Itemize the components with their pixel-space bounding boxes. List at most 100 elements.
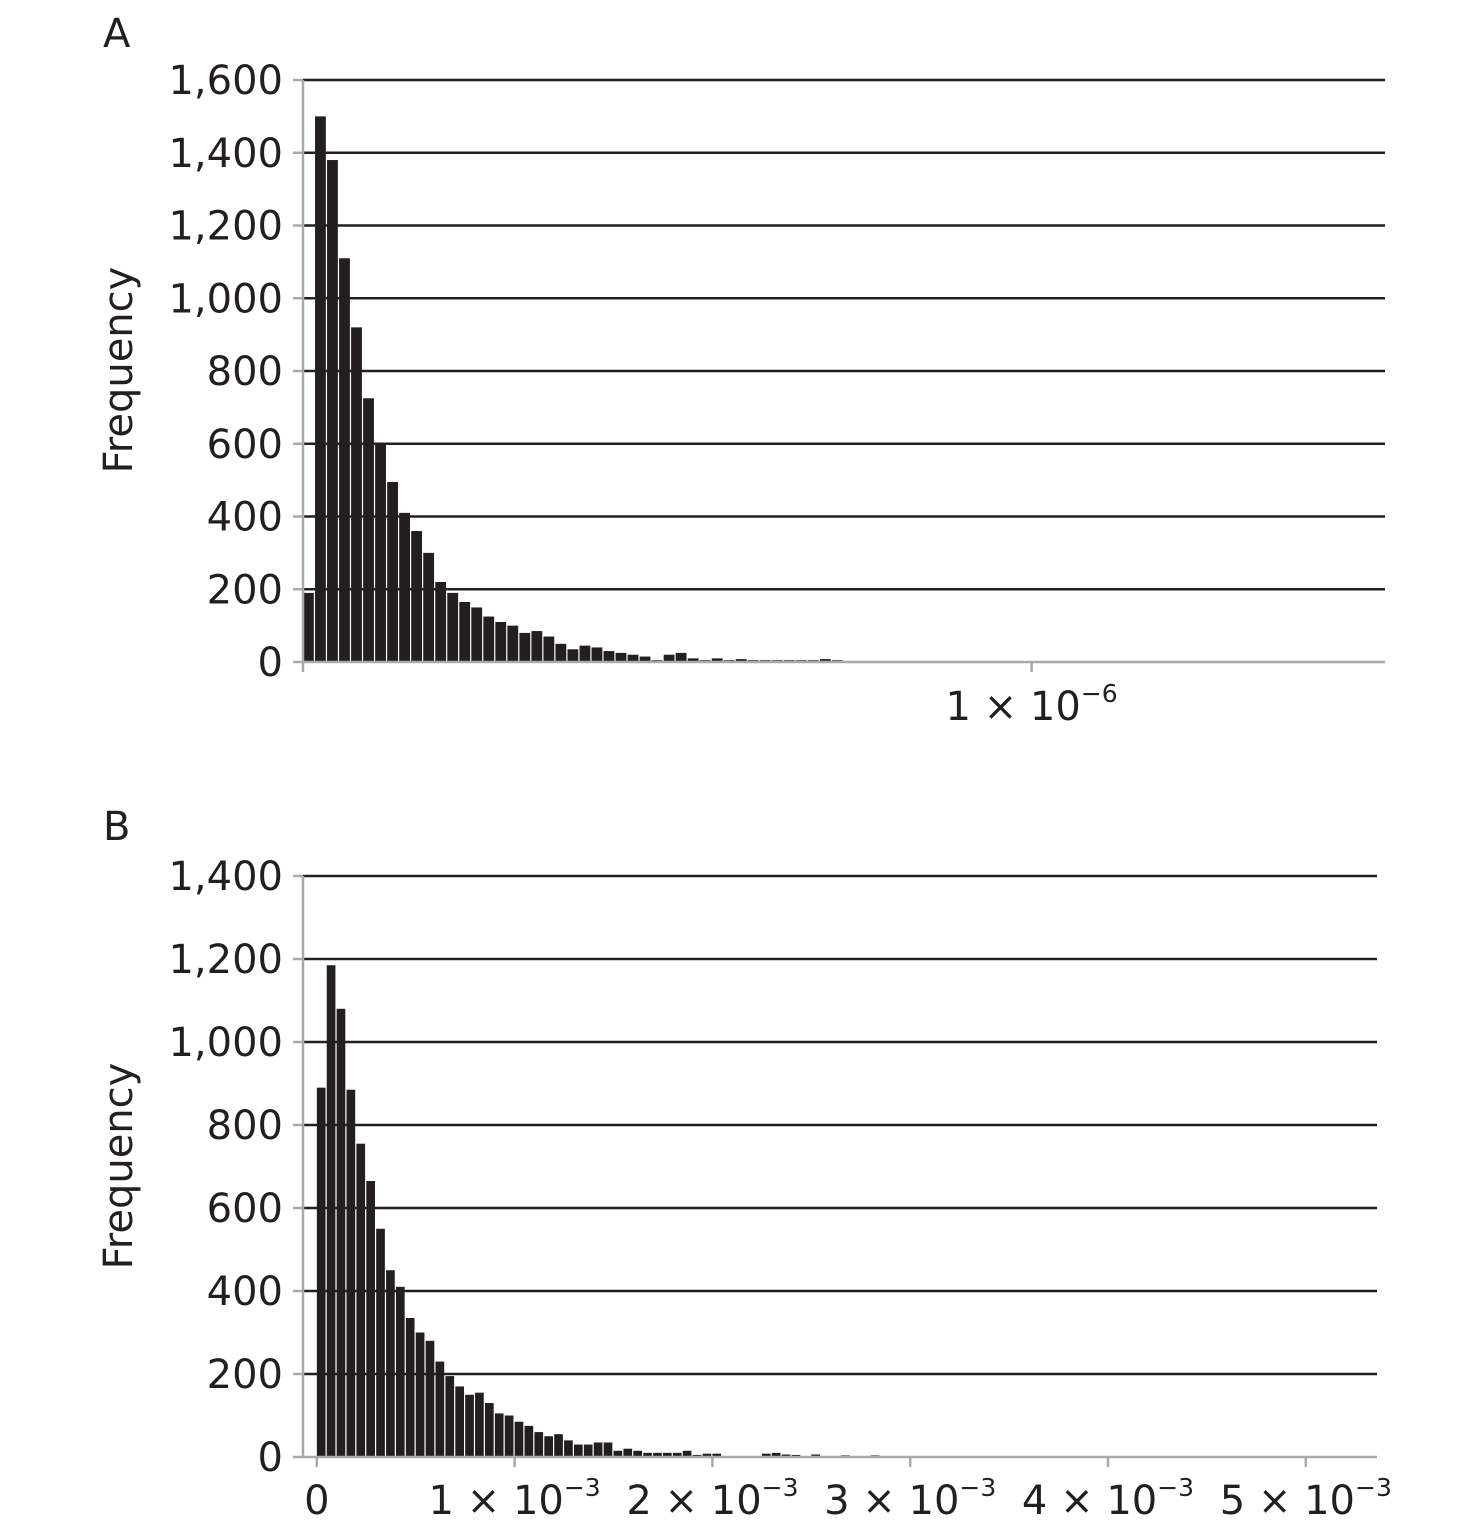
histogram-bar (543, 636, 555, 662)
histogram-bar (435, 581, 447, 662)
x-tick-label-exponent: −3 (762, 1473, 799, 1502)
histogram-bar (425, 1340, 435, 1457)
x-tick-label-exponent: −3 (959, 1473, 996, 1502)
histogram-bar (653, 1452, 662, 1457)
histogram-bar (564, 1440, 573, 1457)
histogram-bar (405, 1317, 415, 1457)
histogram-bar (534, 1432, 544, 1457)
panel-A: A 0 200 400 600 800 1,000 1,200 1,400 1,600 1 × 10… (96, 11, 1385, 730)
histogram-bar (583, 1444, 593, 1457)
histogram-bar (702, 1453, 712, 1457)
x-tick-label: 1 × 10−3 (429, 1473, 601, 1524)
y-tick-label: 800 (207, 349, 283, 395)
histogram-bar (554, 1434, 563, 1457)
y-tick-label: 800 (207, 1103, 283, 1149)
histogram-bar (675, 652, 687, 662)
x-tick-label-exponent: −6 (1081, 679, 1118, 708)
histogram-bar (633, 1450, 642, 1457)
x-tick-label-base: 1 × 10 (429, 1478, 564, 1524)
y-tick-label: 600 (207, 422, 283, 468)
histogram-bar (682, 1450, 692, 1457)
histogram-bar (579, 645, 591, 662)
y-tick-label: 1,600 (168, 58, 283, 104)
x-tick-label-base: 3 × 10 (824, 1478, 959, 1524)
histogram-bar (326, 965, 336, 1457)
histogram-bar (495, 621, 507, 662)
x-tick-label-exponent: −3 (564, 1473, 601, 1502)
histogram-bar (387, 481, 398, 662)
histogram-bar (627, 654, 639, 662)
histogram-bar (623, 1448, 633, 1457)
x-tick-label: 5 × 10−3 (1220, 1473, 1392, 1524)
histogram-bar (411, 531, 423, 662)
histogram-bar (356, 1143, 366, 1457)
y-tick-label: 1,400 (168, 854, 283, 900)
histogram-bar (524, 1425, 534, 1457)
histogram-bar (514, 1421, 524, 1457)
histogram-bar (376, 1228, 385, 1457)
histogram-bar (423, 552, 435, 662)
y-axis-label: Frequency (96, 267, 142, 474)
x-tick-label-base: 5 × 10 (1220, 1478, 1355, 1524)
histogram-bar (471, 607, 483, 662)
panel-label: B (103, 804, 130, 850)
y-axis-label: Frequency (96, 1063, 142, 1270)
histogram-bar (455, 1386, 464, 1457)
x-tick-label-base: 0 (304, 1478, 329, 1524)
histogram-bar (819, 659, 831, 662)
y-tick-label: 200 (207, 567, 283, 613)
x-tick-label-base: 1 × 10 (946, 684, 1081, 730)
y-tick-label: 600 (207, 1186, 283, 1232)
y-tick-label: 1,200 (168, 937, 283, 983)
y-tick-label: 1,000 (168, 276, 283, 322)
histogram-bar (303, 592, 314, 662)
histogram-bar (327, 160, 338, 662)
histogram-bar (351, 327, 362, 662)
x-tick-label-exponent: −3 (1355, 1473, 1392, 1502)
histogram-bar (399, 512, 410, 662)
histogram-bar (712, 1453, 722, 1457)
histogram-bar (639, 656, 651, 662)
histogram-bar (375, 443, 386, 662)
histogram-bar (603, 651, 615, 662)
histogram-bar (483, 616, 495, 662)
histogram-bar (386, 1270, 395, 1457)
x-tick-label: 4 × 10−3 (1022, 1473, 1194, 1524)
y-tick-label: 1,000 (168, 1020, 283, 1066)
y-tick-label: 1,400 (168, 131, 283, 177)
x-tick-label-base: 4 × 10 (1022, 1478, 1157, 1524)
histogram-bar (771, 1452, 781, 1457)
histogram-bar (346, 1089, 356, 1457)
histogram-bar (573, 1444, 583, 1457)
histogram-bar (339, 258, 350, 662)
histogram-bar (591, 647, 603, 662)
histogram-bar (761, 1453, 771, 1457)
histogram-bar (507, 625, 519, 662)
panel-label: A (103, 11, 131, 57)
histogram-bar (316, 1087, 326, 1457)
histogram-bar (504, 1415, 514, 1457)
histogram-bar (465, 1394, 474, 1457)
histogram-bar (555, 643, 567, 662)
histogram-bar (687, 658, 699, 662)
histogram-bar (735, 659, 747, 662)
histogram-bar (415, 1332, 425, 1457)
histogram-bar (544, 1436, 553, 1457)
y-tick-label: 0 (258, 1435, 283, 1481)
histogram-bar (531, 631, 543, 662)
histogram-bar (395, 1286, 405, 1457)
x-tick-label: 2 × 10−3 (626, 1473, 798, 1524)
x-tick-label-exponent: −3 (1157, 1473, 1194, 1502)
histogram-bar (593, 1442, 603, 1457)
y-tick-label: 400 (207, 1269, 283, 1315)
histogram-bar (435, 1361, 445, 1457)
x-tick-label: 3 × 10−3 (824, 1473, 996, 1524)
histogram-bar (567, 649, 579, 662)
y-tick-label: 1,200 (168, 204, 283, 250)
histogram-bar (519, 632, 531, 662)
histogram-bar (672, 1452, 682, 1457)
histogram-bar (475, 1392, 484, 1457)
histogram-bar (711, 658, 723, 662)
